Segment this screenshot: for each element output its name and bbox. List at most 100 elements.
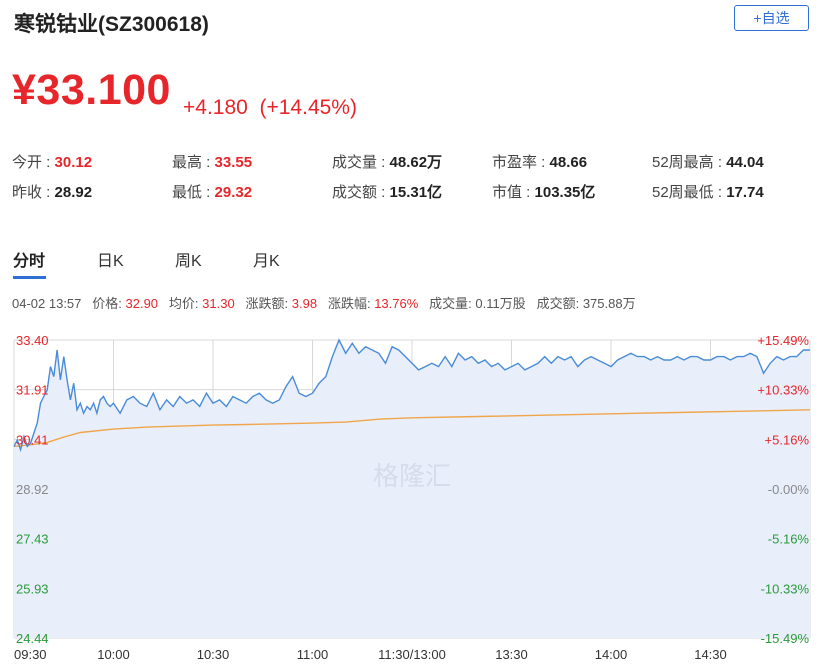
price-point (610, 366, 612, 368)
price-point (670, 359, 672, 361)
stat-label: 昨收 : (12, 184, 55, 201)
price-point (199, 406, 201, 408)
price-point (531, 366, 533, 368)
price-point (643, 356, 645, 358)
x-tick-label: 09:30 (14, 647, 47, 662)
info-time: 04-02 13:57 (12, 296, 82, 311)
price-point (617, 359, 619, 361)
price-point (352, 343, 354, 345)
price-point (146, 406, 148, 408)
price-point (438, 366, 440, 368)
y-tick-label: 25.93 (16, 581, 49, 596)
y-tick-label: 33.40 (16, 333, 49, 348)
price-point (803, 349, 805, 351)
stock-title: 寒锐钴业(SZ300618) (14, 13, 209, 36)
stat-label: 市值 : (492, 184, 535, 201)
price-point (517, 363, 519, 365)
tab-intraday[interactable]: 分时 (13, 253, 46, 270)
price-point (325, 376, 327, 378)
price-point (153, 392, 155, 394)
price-point (338, 339, 340, 341)
y-tick-label: 31.91 (16, 383, 49, 398)
price-point (179, 396, 181, 398)
stat-label: 最低 : (172, 184, 215, 201)
pct-tick-label: +10.33% (757, 383, 809, 398)
price-point (663, 359, 665, 361)
price-point (378, 353, 380, 355)
price-point (345, 353, 347, 355)
price-point (133, 396, 135, 398)
price-point (723, 356, 725, 358)
price-point (272, 402, 274, 404)
price-point (796, 356, 798, 358)
price-point (544, 356, 546, 358)
price-point (491, 366, 493, 368)
price-point (730, 359, 732, 361)
stat-label: 成交额 : (332, 184, 390, 201)
price-point (710, 359, 712, 361)
stat-market-cap: 市值 : 103.35亿 (492, 181, 595, 202)
price-point (577, 366, 579, 368)
price-point (763, 373, 765, 375)
price-point (504, 369, 506, 371)
y-tick-label: 28.92 (16, 482, 49, 497)
stat-turnover: 成交额 : 15.31亿 (332, 181, 442, 202)
price-point (431, 363, 433, 365)
price-point (83, 412, 85, 414)
price-point (657, 356, 659, 358)
price-point (119, 412, 121, 414)
info-chg: 3.98 (291, 296, 318, 311)
stat-label: 52周最低 : (652, 184, 727, 201)
pct-tick-label: -5.16% (768, 532, 810, 547)
tab-daily-k[interactable]: 日K (97, 253, 124, 270)
price-point (537, 363, 539, 365)
price-point (318, 382, 320, 384)
price-point (511, 366, 513, 368)
add-watchlist-button[interactable]: +自选 (734, 5, 809, 31)
price-point (391, 346, 393, 348)
stat-52w-high: 52周最高 : 44.04 (652, 151, 764, 172)
price-point (232, 396, 234, 398)
stat-value: 48.66 (549, 154, 588, 171)
tab-monthly-k[interactable]: 月K (253, 253, 280, 270)
price-point (93, 402, 95, 404)
price-point (70, 399, 72, 401)
price-point (451, 366, 453, 368)
price-point (53, 376, 55, 378)
stat-label: 最高 : (172, 154, 215, 171)
tab-weekly-k[interactable]: 周K (175, 253, 202, 270)
stat-value: 30.12 (54, 154, 93, 171)
info-price: 32.90 (125, 296, 159, 311)
price-point (690, 356, 692, 358)
price-point (444, 356, 446, 358)
pct-tick-label: -10.33% (761, 581, 810, 596)
price-point (279, 399, 281, 401)
pct-tick-label: +5.16% (765, 432, 810, 447)
price-point (239, 399, 241, 401)
price-point (212, 402, 214, 404)
price-point (252, 396, 254, 398)
price-point (769, 363, 771, 365)
price-point (206, 392, 208, 394)
price-point (756, 356, 758, 358)
price-point (624, 356, 626, 358)
stat-value: 28.92 (54, 184, 93, 201)
x-tick-label: 10:00 (97, 647, 130, 662)
stat-label: 成交量 : (332, 154, 390, 171)
price-point (557, 356, 559, 358)
price-point (265, 399, 267, 401)
active-tab-indicator (13, 276, 46, 279)
info-chg-label: 涨跌额: (245, 296, 289, 311)
price-point (597, 359, 599, 361)
price-point (186, 402, 188, 404)
info-amt-label: 成交额: (536, 296, 580, 311)
price-point (789, 356, 791, 358)
price-point (50, 366, 52, 368)
stat-value: 29.32 (214, 184, 253, 201)
price-point (332, 356, 334, 358)
intraday-chart[interactable]: 格隆汇 33.40 +15.49% 31.91 +10.33% 30.41 +5.16% 2… (0, 322, 820, 664)
price-line (13, 338, 810, 453)
stat-value: 17.74 (726, 184, 764, 201)
price-point (40, 402, 42, 404)
info-chg-pct-label: 涨跌幅: (327, 296, 371, 311)
